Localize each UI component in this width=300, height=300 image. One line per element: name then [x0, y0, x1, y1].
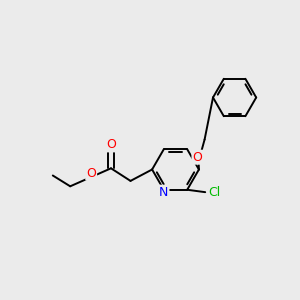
Text: N: N: [159, 186, 169, 199]
Text: O: O: [106, 138, 116, 152]
Text: O: O: [86, 167, 96, 180]
Text: O: O: [193, 151, 202, 164]
Text: Cl: Cl: [208, 186, 220, 199]
